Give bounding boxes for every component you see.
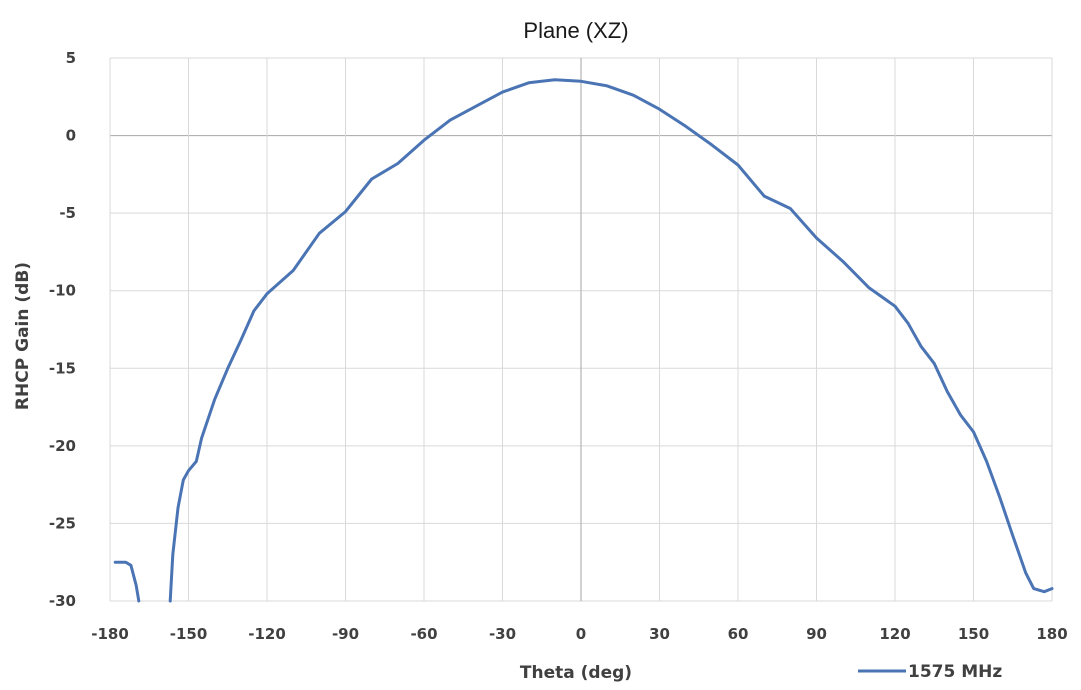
gridlines xyxy=(109,57,1053,602)
x-tick-label: 120 xyxy=(879,625,910,643)
x-tick-label: 0 xyxy=(576,625,586,643)
y-tick-label: -20 xyxy=(49,437,76,455)
x-tick-label: 90 xyxy=(806,625,827,643)
y-tick-label: 0 xyxy=(66,127,76,145)
y-tick-label: -25 xyxy=(49,514,76,532)
y-tick-label: 5 xyxy=(66,49,76,67)
x-tick-label: 150 xyxy=(958,625,989,643)
x-tick-label: 180 xyxy=(1036,625,1067,643)
y-tick-label: -30 xyxy=(49,592,76,610)
series-line-1575-mhz xyxy=(113,560,141,603)
y-tick-label: -15 xyxy=(49,359,76,377)
y-tick-labels: 5 0 -5 -10 -15 -20 -25 -30 xyxy=(49,49,76,610)
x-axis-label: Theta (deg) xyxy=(520,663,632,683)
series-line-1575-mhz xyxy=(168,78,1054,603)
x-tick-label: 30 xyxy=(649,625,670,643)
x-tick-label: -120 xyxy=(248,625,286,643)
y-tick-label: -5 xyxy=(59,204,76,222)
legend-label-1575-mhz: 1575 MHz xyxy=(908,662,1002,682)
x-tick-label: -150 xyxy=(170,625,208,643)
chart-title: Plane (XZ) xyxy=(523,18,628,43)
x-tick-labels: -180 -150 -120 -90 -60 -30 0 30 60 90 120 150 180 xyxy=(91,625,1067,643)
y-tick-label: -10 xyxy=(49,282,76,300)
x-tick-label: -30 xyxy=(489,625,516,643)
x-tick-label: 60 xyxy=(728,625,749,643)
x-tick-label: -60 xyxy=(410,625,437,643)
x-tick-label: -180 xyxy=(91,625,129,643)
y-axis-label: RHCP Gain (dB) xyxy=(13,262,33,410)
legend: 1575 MHz xyxy=(858,662,1002,682)
series-lines xyxy=(113,78,1054,603)
x-tick-label: -90 xyxy=(332,625,359,643)
